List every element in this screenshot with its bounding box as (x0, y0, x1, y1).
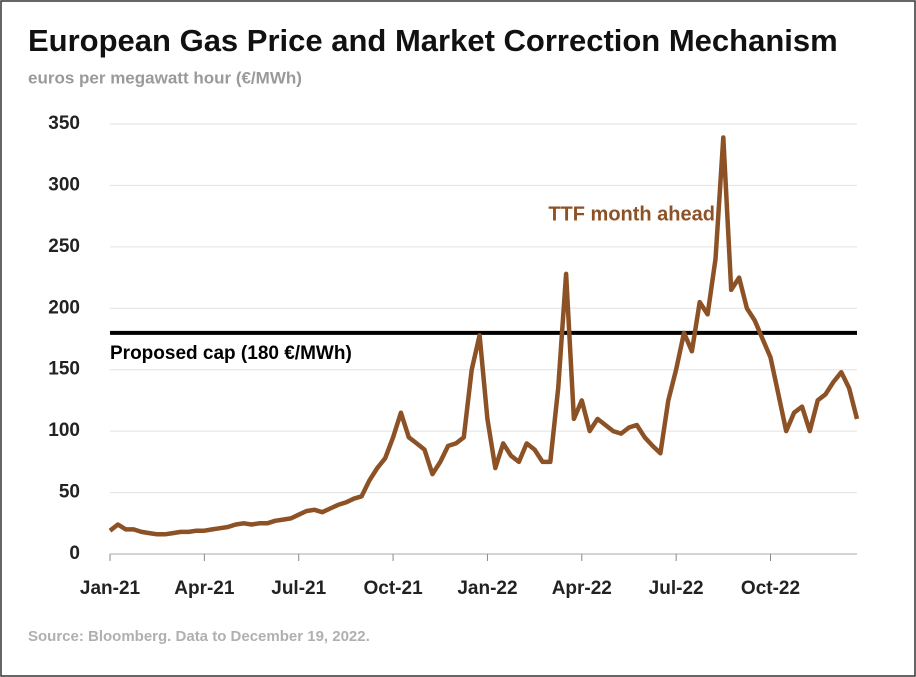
series-label: TTF month ahead (548, 203, 715, 225)
y-tick-label: 200 (48, 297, 80, 318)
x-tick-label: Jan-22 (457, 578, 517, 599)
x-tick-label: Oct-22 (741, 578, 800, 599)
y-tick-label: 250 (48, 236, 80, 257)
chart-title: European Gas Price and Market Correction… (28, 23, 838, 58)
cap-label: Proposed cap (180 €/MWh) (110, 343, 352, 364)
x-tick-label: Jul-21 (271, 578, 326, 599)
x-tick-label: Jan-21 (80, 578, 141, 599)
y-tick-label: 350 (48, 113, 80, 134)
series-line (108, 135, 860, 537)
y-tick-label: 150 (48, 359, 80, 380)
x-tick-label: Apr-22 (552, 578, 612, 599)
y-tick-label: 50 (59, 482, 80, 503)
subtitle: euros per megawatt hour (€/MWh) (28, 68, 302, 87)
y-tick-label: 300 (48, 174, 80, 195)
y-tick-label: 100 (48, 420, 80, 441)
x-tick-label: Apr-21 (174, 578, 235, 599)
x-tick-label: Jul-22 (649, 578, 704, 599)
y-tick-label: 0 (69, 543, 80, 564)
source: Source: Bloomberg. Data to December 19, … (28, 628, 370, 645)
x-tick-label: Oct-21 (364, 578, 424, 599)
